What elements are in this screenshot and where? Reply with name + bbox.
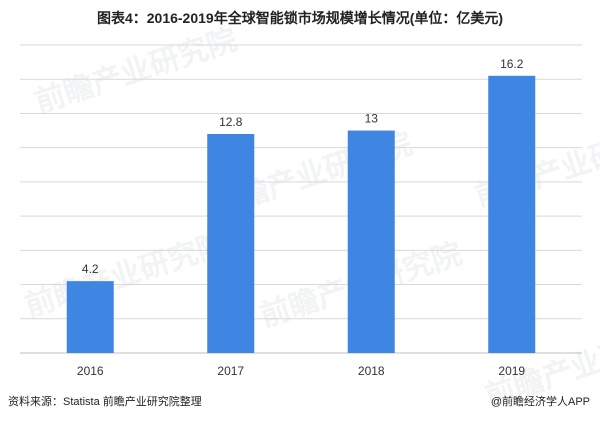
x-tick-2019: 2019 (498, 364, 525, 378)
data-label-2018: 13 (365, 112, 379, 126)
bar-2019 (488, 75, 536, 354)
source-note: 资料来源：Statista 前瞻产业研究院整理 (8, 396, 202, 408)
data-label-2017: 12.8 (219, 115, 243, 129)
credit-note: @前瞻经济学人APP (490, 396, 590, 408)
x-tick-2018: 2018 (358, 364, 385, 378)
chart-title: 图表4：2016-2019年全球智能锁市场规模增长情况(单位：亿美元) (96, 10, 504, 26)
bar-2017 (207, 133, 255, 353)
data-labels: 4.2 12.8 13 16.2 (82, 57, 524, 276)
x-tick-2016: 2016 (77, 364, 104, 378)
bar-2016 (66, 281, 114, 353)
bars (66, 75, 536, 354)
x-tick-2017: 2017 (217, 364, 244, 378)
bar-2018 (347, 130, 395, 353)
data-label-2019: 16.2 (500, 57, 524, 71)
data-label-2016: 4.2 (82, 262, 99, 276)
x-axis-ticks: 2016 2017 2018 2019 (77, 364, 526, 378)
